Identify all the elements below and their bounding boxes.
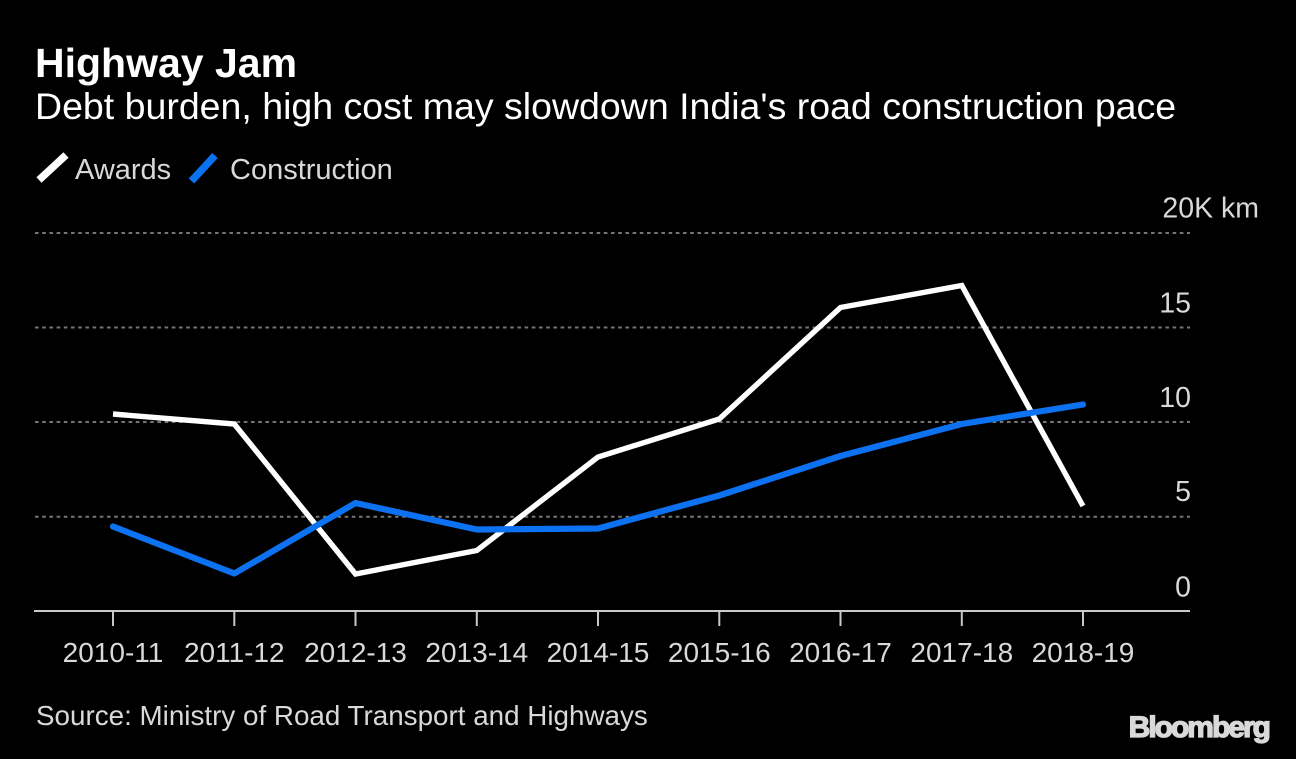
svg-text:Highway Jam: Highway Jam xyxy=(35,40,297,86)
svg-text:Awards: Awards xyxy=(75,154,171,186)
svg-text:2011-12: 2011-12 xyxy=(184,637,285,668)
svg-text:Source: Ministry of Road Trans: Source: Ministry of Road Transport and H… xyxy=(36,700,648,731)
svg-text:10: 10 xyxy=(1159,382,1191,414)
svg-text:Debt burden, high cost may slo: Debt burden, high cost may slowdown Indi… xyxy=(35,85,1176,127)
svg-text:2013-14: 2013-14 xyxy=(425,637,528,668)
svg-text:2017-18: 2017-18 xyxy=(910,637,1013,668)
svg-text:2010-11: 2010-11 xyxy=(63,637,164,668)
svg-text:20K km: 20K km xyxy=(1162,193,1259,225)
svg-text:15: 15 xyxy=(1159,288,1191,320)
svg-text:Bloomberg: Bloomberg xyxy=(1129,711,1270,744)
svg-text:2015-16: 2015-16 xyxy=(668,637,771,668)
svg-text:2012-13: 2012-13 xyxy=(304,637,407,668)
svg-text:2018-19: 2018-19 xyxy=(1032,637,1135,668)
svg-text:Construction: Construction xyxy=(230,154,393,186)
svg-text:2014-15: 2014-15 xyxy=(547,637,650,668)
svg-text:0: 0 xyxy=(1175,572,1191,604)
svg-text:5: 5 xyxy=(1175,476,1191,508)
svg-text:2016-17: 2016-17 xyxy=(789,637,892,668)
